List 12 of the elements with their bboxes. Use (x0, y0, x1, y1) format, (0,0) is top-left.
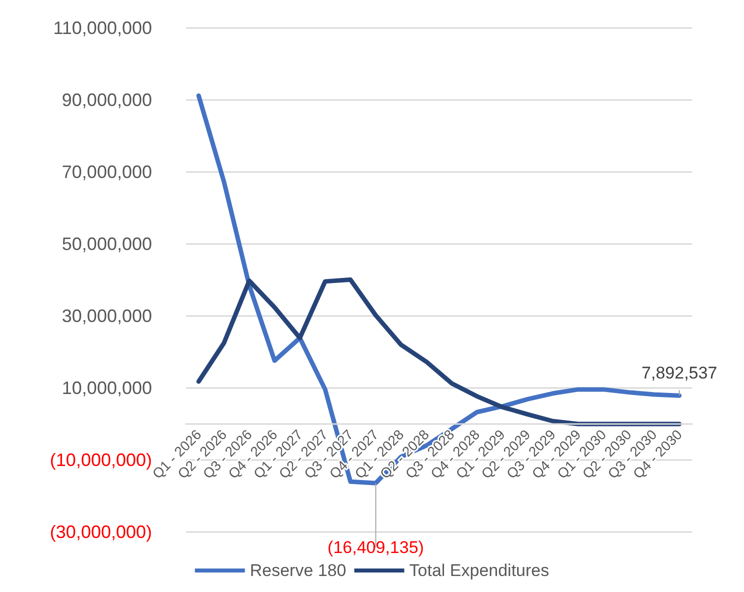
data-label: 7,892,537 (642, 364, 718, 383)
legend-label: Total Expenditures (409, 561, 550, 580)
y-tick-label: (10,000,000) (50, 450, 152, 470)
data-label: (16,409,135) (328, 538, 424, 558)
y-tick-label: 70,000,000 (62, 162, 152, 182)
y-tick-label: 50,000,000 (62, 234, 152, 254)
y-tick-label: 90,000,000 (62, 90, 152, 110)
y-tick-label: 30,000,000 (62, 306, 152, 326)
y-tick-label: (30,000,000) (50, 522, 152, 542)
y-tick-label: 10,000,000 (62, 378, 152, 398)
y-tick-label: 110,000,000 (53, 18, 152, 38)
legend-label: Reserve 180 (250, 561, 346, 580)
